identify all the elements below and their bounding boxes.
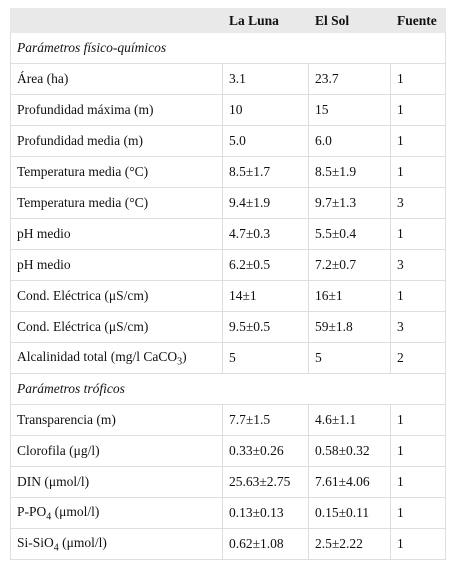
- data-row: Si-SiO4 (μmol/l) 0.62±1.08 2.5±2.22 1: [10, 528, 446, 560]
- cell: 3: [390, 311, 446, 343]
- cell-text: Alcalinidad total (mg/l CaCO: [17, 348, 178, 364]
- header-cell: El Sol: [308, 8, 391, 33]
- cell: Si-SiO4 (μmol/l): [10, 528, 223, 560]
- cell: 2.5±2.22: [308, 528, 391, 560]
- header-cell: [10, 8, 223, 33]
- subscript: 4: [53, 542, 59, 554]
- cell: Profundidad máxima (m): [10, 94, 223, 126]
- cell: 7.2±0.7: [308, 249, 391, 281]
- cell: 10: [222, 94, 309, 126]
- data-row: Clorofila (μg/l) 0.33±0.26 0.58±0.32 1: [10, 435, 446, 467]
- cell: 6.0: [308, 125, 391, 157]
- header-row: La Luna El Sol Fuente: [10, 8, 446, 33]
- data-table: La Luna El Sol Fuente Parámetros físico-qu…: [10, 8, 446, 560]
- cell: 5.5±0.4: [308, 218, 391, 250]
- cell: 9.5±0.5: [222, 311, 309, 343]
- data-row: pH medio 6.2±0.5 7.2±0.7 3: [10, 249, 446, 281]
- cell: 3: [390, 249, 446, 281]
- cell: 1: [390, 94, 446, 126]
- cell: pH medio: [10, 249, 223, 281]
- cell: 25.63±2.75: [222, 466, 309, 498]
- data-row: Transparencia (m) 7.7±1.5 4.6±1.1 1: [10, 404, 446, 436]
- cell: 1: [390, 404, 446, 436]
- cell: 3.1: [222, 63, 309, 95]
- cell: pH medio: [10, 218, 223, 250]
- section-title: Parámetros tróficos: [10, 373, 446, 405]
- data-row: Temperatura media (°C) 8.5±1.7 8.5±1.9 1: [10, 156, 446, 188]
- cell: 1: [390, 125, 446, 157]
- section-row: Parámetros tróficos: [10, 373, 446, 405]
- cell: 1: [390, 280, 446, 312]
- data-row: Cond. Eléctrica (μS/cm) 14±1 16±1 1: [10, 280, 446, 312]
- cell: 14±1: [222, 280, 309, 312]
- table-body: Parámetros físico-químicos Área (ha) 3.1 23…: [10, 32, 446, 560]
- cell: 1: [390, 497, 446, 529]
- data-row: P-PO4 (μmol/l) 0.13±0.13 0.15±0.11 1: [10, 497, 446, 529]
- cell: 4.6±1.1: [308, 404, 391, 436]
- cell: 7.61±4.06: [308, 466, 391, 498]
- cell: 5: [222, 342, 309, 374]
- cell: 23.7: [308, 63, 391, 95]
- cell: 1: [390, 528, 446, 560]
- section-title: Parámetros físico-químicos: [10, 32, 446, 64]
- cell: 0.62±1.08: [222, 528, 309, 560]
- cell: 0.15±0.11: [308, 497, 391, 529]
- cell: Cond. Eléctrica (μS/cm): [10, 311, 223, 343]
- table-header: La Luna El Sol Fuente: [10, 8, 446, 33]
- cell: 2: [390, 342, 446, 374]
- cell: 1: [390, 435, 446, 467]
- cell: P-PO4 (μmol/l): [10, 497, 223, 529]
- cell: Alcalinidad total (mg/l CaCO3): [10, 342, 223, 374]
- section-row: Parámetros físico-químicos: [10, 32, 446, 64]
- cell-text: (μmol/l): [51, 503, 100, 519]
- cell: 5: [308, 342, 391, 374]
- cell: 8.5±1.7: [222, 156, 309, 188]
- cell: Clorofila (μg/l): [10, 435, 223, 467]
- cell: 9.4±1.9: [222, 187, 309, 219]
- cell: Temperatura media (°C): [10, 187, 223, 219]
- cell: Transparencia (m): [10, 404, 223, 436]
- cell-text: (μmol/l): [58, 534, 107, 550]
- cell: 0.33±0.26: [222, 435, 309, 467]
- cell: 0.13±0.13: [222, 497, 309, 529]
- cell: Temperatura media (°C): [10, 156, 223, 188]
- cell: 1: [390, 156, 446, 188]
- header-cell: Fuente: [390, 8, 446, 33]
- subscript: 3: [177, 356, 183, 368]
- cell: Cond. Eléctrica (μS/cm): [10, 280, 223, 312]
- cell: 6.2±0.5: [222, 249, 309, 281]
- cell-text: ): [182, 348, 187, 364]
- data-row: Profundidad máxima (m) 10 15 1: [10, 94, 446, 126]
- cell-text: P-PO: [17, 503, 47, 519]
- cell: 1: [390, 218, 446, 250]
- data-row: Alcalinidad total (mg/l CaCO3) 5 5 2: [10, 342, 446, 374]
- cell: 5.0: [222, 125, 309, 157]
- data-row: pH medio 4.7±0.3 5.5±0.4 1: [10, 218, 446, 250]
- cell: 9.7±1.3: [308, 187, 391, 219]
- data-row: Profundidad media (m) 5.0 6.0 1: [10, 125, 446, 157]
- cell: 3: [390, 187, 446, 219]
- data-row: Cond. Eléctrica (μS/cm) 9.5±0.5 59±1.8 3: [10, 311, 446, 343]
- cell: 0.58±0.32: [308, 435, 391, 467]
- cell: 1: [390, 63, 446, 95]
- cell: 1: [390, 466, 446, 498]
- cell: 16±1: [308, 280, 391, 312]
- cell: 7.7±1.5: [222, 404, 309, 436]
- cell-text: Si-SiO: [17, 534, 54, 550]
- cell: 15: [308, 94, 391, 126]
- header-cell: La Luna: [222, 8, 309, 33]
- cell: Profundidad media (m): [10, 125, 223, 157]
- cell: 8.5±1.9: [308, 156, 391, 188]
- data-row: Área (ha) 3.1 23.7 1: [10, 63, 446, 95]
- cell: DIN (μmol/l): [10, 466, 223, 498]
- cell: Área (ha): [10, 63, 223, 95]
- cell: 59±1.8: [308, 311, 391, 343]
- subscript: 4: [46, 511, 52, 523]
- data-row: Temperatura media (°C) 9.4±1.9 9.7±1.3 3: [10, 187, 446, 219]
- cell: 4.7±0.3: [222, 218, 309, 250]
- data-row: DIN (μmol/l) 25.63±2.75 7.61±4.06 1: [10, 466, 446, 498]
